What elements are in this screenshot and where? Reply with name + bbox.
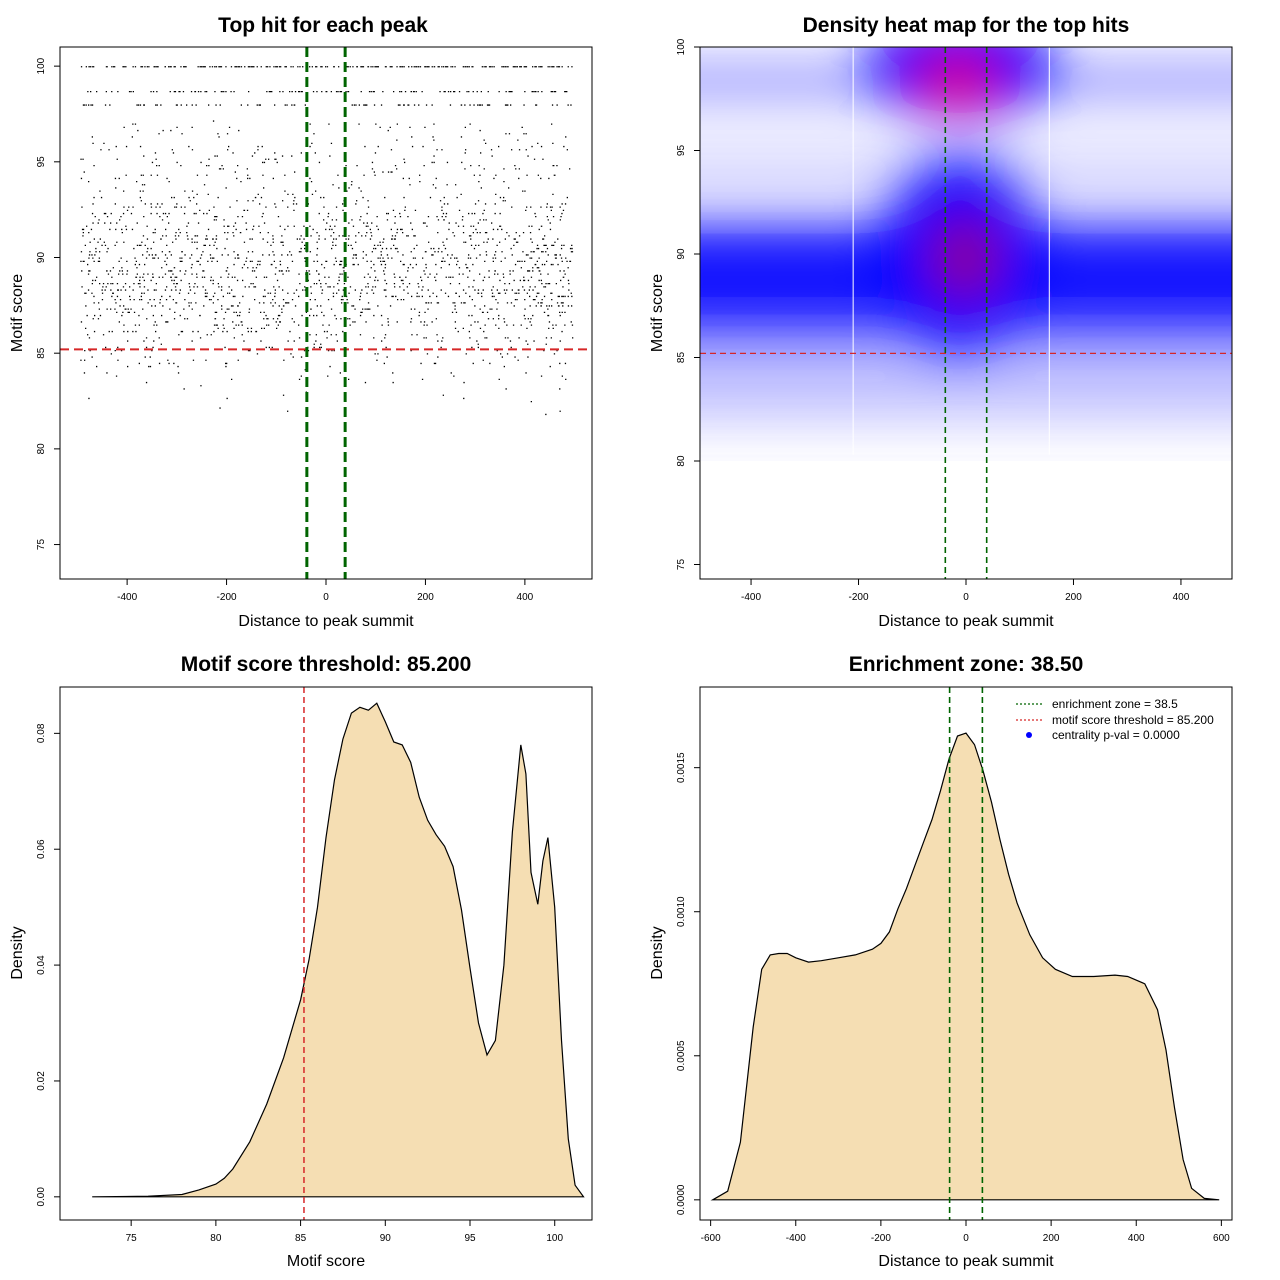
y-tick-label: 0.0005 xyxy=(676,1040,687,1071)
x-tick-label: -200 xyxy=(849,592,869,603)
heatmap-y-label: Motif score xyxy=(649,274,666,352)
score-density-y-axis: 0.00 0.02 0.04 0.06 0.08 xyxy=(36,723,60,1207)
x-tick-label: 200 xyxy=(1065,592,1082,603)
heatmap-x-axis: -400 -200 0 200 400 xyxy=(741,579,1190,603)
x-tick-label: 0 xyxy=(323,592,329,603)
y-tick-label: 0.00 xyxy=(36,1187,47,1207)
y-tick-label: 95 xyxy=(676,145,687,157)
x-tick-label: 400 xyxy=(517,592,534,603)
heat-hot-top xyxy=(916,58,1000,102)
y-tick-label: 100 xyxy=(676,38,687,55)
y-tick-label: 85 xyxy=(36,347,47,359)
y-tick-label: 95 xyxy=(36,156,47,168)
y-tick-label: 90 xyxy=(36,252,47,264)
scatter-points xyxy=(80,66,574,416)
x-tick-label: 600 xyxy=(1213,1233,1230,1244)
x-tick-label: 100 xyxy=(546,1233,563,1244)
scatter-title: Top hit for each peak xyxy=(218,14,428,37)
y-tick-label: 0.06 xyxy=(36,839,47,859)
score-density-plot-frame xyxy=(59,686,593,1221)
x-tick-label: 85 xyxy=(295,1233,307,1244)
panel-scatter: Top hit for each peak -400 -200 0 200 400 75… xyxy=(9,14,593,630)
x-tick-label: 0 xyxy=(963,592,969,603)
heat-hot-mid xyxy=(935,220,995,296)
heatmap-area xyxy=(700,47,1232,579)
y-tick-label: 75 xyxy=(36,539,47,551)
x-tick-label: 80 xyxy=(210,1233,222,1244)
x-tick-label: 200 xyxy=(1043,1233,1060,1244)
y-tick-label: 100 xyxy=(36,57,47,74)
legend-pval-label: centrality p-val = 0.0000 xyxy=(1052,728,1180,742)
scatter-y-label: Motif score xyxy=(9,274,26,352)
scatter-x-axis: -400 -200 0 200 400 xyxy=(117,579,534,603)
legend-threshold-label: motif score threshold = 85.200 xyxy=(1052,713,1214,727)
legend: enrichment zone = 38.5 motif score thres… xyxy=(1016,697,1214,742)
x-tick-label: -400 xyxy=(741,592,761,603)
score-density-title: Motif score threshold: 85.200 xyxy=(181,653,472,676)
panel-heatmap: Density heat map for the top hits -400 -2… xyxy=(649,14,1233,630)
y-tick-label: 75 xyxy=(676,559,687,571)
x-tick-label: 90 xyxy=(380,1233,392,1244)
legend-enrichment-zone-label: enrichment zone = 38.5 xyxy=(1052,697,1178,711)
heatmap-title: Density heat map for the top hits xyxy=(803,14,1130,37)
scatter-y-axis: 75 80 85 90 95 100 xyxy=(36,57,60,550)
x-tick-label: -400 xyxy=(117,592,137,603)
score-density-x-axis: 75 80 85 90 95 100 xyxy=(126,1220,564,1244)
x-tick-label: 75 xyxy=(126,1233,138,1244)
score-density-curve xyxy=(92,702,585,1198)
y-tick-label: 0.0010 xyxy=(676,896,687,927)
x-tick-label: -400 xyxy=(786,1233,806,1244)
y-tick-label: 80 xyxy=(36,443,47,455)
x-tick-label: -200 xyxy=(871,1233,891,1244)
scatter-point-cloud xyxy=(80,66,574,416)
x-tick-label: 0 xyxy=(963,1233,969,1244)
panel-distance-density: Enrichment zone: 38.50 -600 -400 -200 0 200 4… xyxy=(649,653,1233,1270)
distance-density-x-axis: -600 -400 -200 0 200 400 600 xyxy=(701,1220,1230,1244)
y-tick-label: 0.04 xyxy=(36,955,47,975)
scatter-x-label: Distance to peak summit xyxy=(238,613,414,630)
y-tick-label: 0.02 xyxy=(36,1071,47,1091)
distance-density-x-label: Distance to peak summit xyxy=(878,1253,1054,1270)
y-tick-label: 0.0000 xyxy=(676,1184,687,1215)
distance-density-title: Enrichment zone: 38.50 xyxy=(849,653,1084,676)
distance-density-y-axis: 0.0000 0.0005 0.0010 0.0015 xyxy=(676,752,700,1215)
y-tick-label: 0.0015 xyxy=(676,752,687,783)
x-tick-label: 200 xyxy=(417,592,434,603)
panel-score-density: Motif score threshold: 85.200 75 80 85 90 95… xyxy=(9,653,593,1270)
x-tick-label: 400 xyxy=(1173,592,1190,603)
x-tick-label: -200 xyxy=(217,592,237,603)
legend-pval-dot xyxy=(1026,732,1032,738)
scatter-plot-frame xyxy=(59,46,593,580)
heatmap-density-blobs xyxy=(700,47,1232,420)
y-tick-label: 80 xyxy=(676,455,687,467)
distance-density-y-label: Density xyxy=(649,926,666,979)
y-tick-label: 0.08 xyxy=(36,723,47,743)
x-tick-label: 400 xyxy=(1128,1233,1145,1244)
score-density-x-label: Motif score xyxy=(287,1253,365,1270)
heatmap-x-label: Distance to peak summit xyxy=(878,613,1054,630)
score-density-y-label: Density xyxy=(9,926,26,979)
x-tick-label: -600 xyxy=(701,1233,721,1244)
y-tick-label: 85 xyxy=(676,352,687,364)
x-tick-label: 95 xyxy=(464,1233,476,1244)
distance-density-curve xyxy=(710,732,1220,1201)
y-tick-label: 90 xyxy=(676,248,687,260)
heatmap-y-axis: 75 80 85 90 95 100 xyxy=(676,38,700,570)
